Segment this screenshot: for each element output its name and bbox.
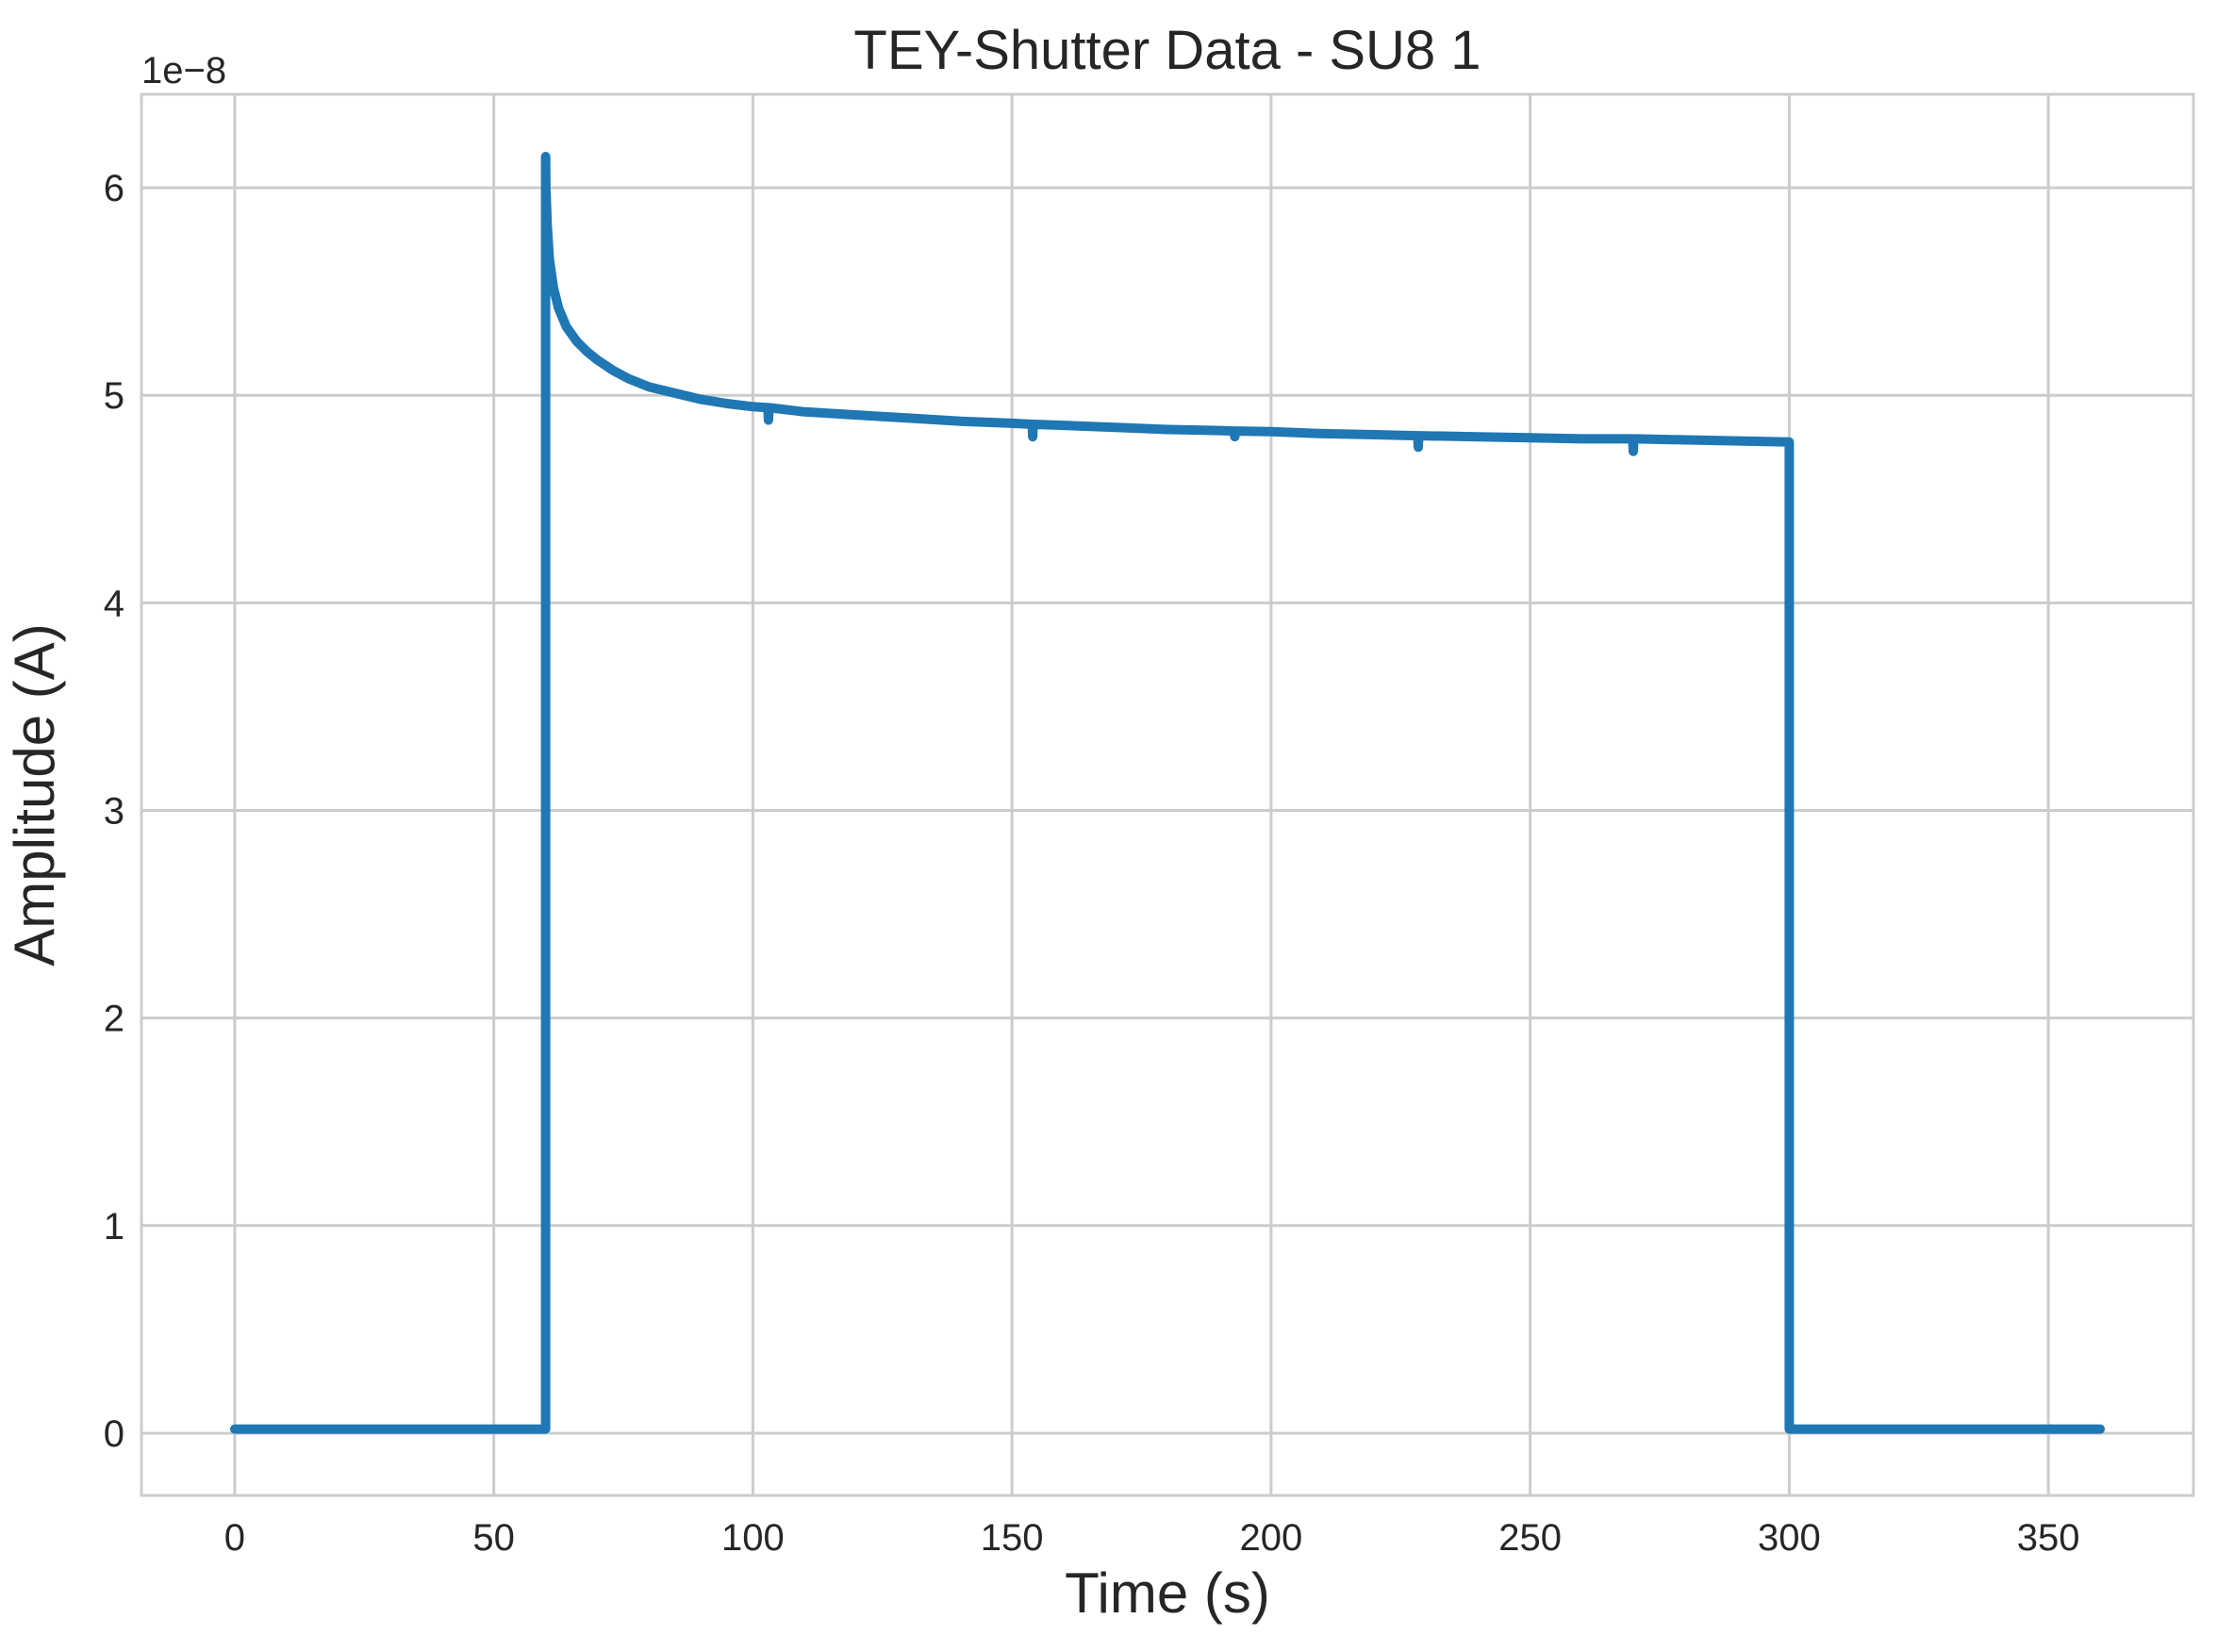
series-line bbox=[229, 152, 2106, 1434]
y-tick-label: 6 bbox=[104, 168, 124, 209]
y-tick-label: 3 bbox=[104, 791, 124, 833]
tick-labels: 0 50 100 150 200 250 300 350 0 1 2 3 4 5 6 bbox=[104, 168, 2080, 1559]
y-tick-label: 4 bbox=[104, 583, 124, 624]
x-axis-label: Time (s) bbox=[1065, 1561, 1270, 1625]
y-tick-label: 1 bbox=[104, 1206, 124, 1247]
x-tick-label: 100 bbox=[721, 1517, 785, 1559]
x-tick-label: 0 bbox=[224, 1517, 245, 1559]
x-tick-label: 350 bbox=[2017, 1517, 2080, 1559]
x-tick-label: 150 bbox=[981, 1517, 1044, 1559]
y-axis-label: Amplitude (A) bbox=[3, 623, 66, 966]
y-tick-label: 5 bbox=[104, 375, 124, 417]
y-tick-label: 2 bbox=[104, 999, 124, 1040]
series-group bbox=[229, 152, 2106, 1434]
x-tick-label: 300 bbox=[1758, 1517, 1821, 1559]
grid-lines bbox=[141, 94, 2193, 1495]
plot-frame bbox=[140, 92, 2195, 1497]
y-axis-offset-label: 1e−8 bbox=[141, 50, 226, 91]
x-tick-label: 50 bbox=[472, 1517, 515, 1559]
x-tick-label: 200 bbox=[1240, 1517, 1303, 1559]
x-tick-label: 250 bbox=[1498, 1517, 1562, 1559]
chart-title: TEY-Shutter Data - SU8 1 bbox=[853, 20, 1481, 81]
y-tick-label: 0 bbox=[104, 1413, 124, 1455]
